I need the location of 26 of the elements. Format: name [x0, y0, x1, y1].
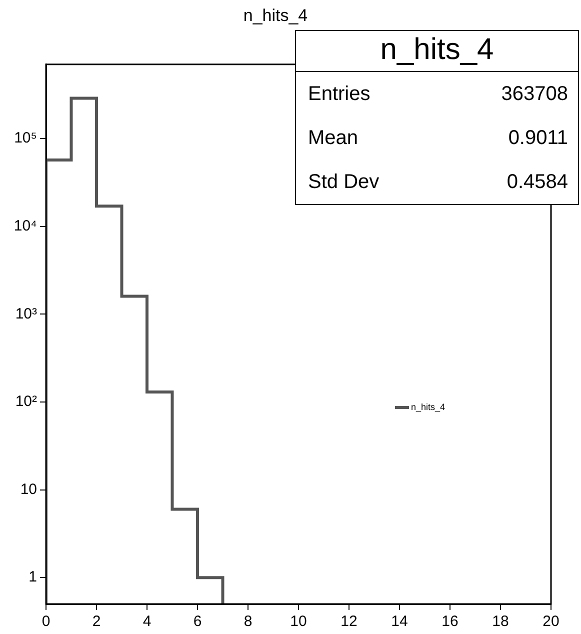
x-tick-label: 6: [193, 613, 202, 630]
y-tick-label: 10⁴: [14, 218, 37, 235]
x-tick-label: 0: [42, 613, 50, 630]
y-tick-label: 10³: [15, 305, 37, 322]
annotation: 363708: [501, 83, 568, 106]
annotation: Entries: [308, 83, 370, 106]
annotation: 0.4584: [506, 171, 568, 194]
annotation: n_hits_4: [296, 31, 578, 72]
y-tick-label: 10⁵: [14, 130, 37, 147]
y-tick-label: 10: [20, 480, 37, 498]
legend-label: n_hits_4: [411, 402, 446, 412]
x-tick-label: 10: [290, 613, 307, 630]
x-tick-label: 18: [492, 613, 509, 630]
x-tick-label: 20: [542, 613, 560, 630]
x-tick-label: 14: [391, 613, 408, 630]
y-tick-label: 10²: [15, 393, 37, 410]
x-tick-label: 16: [442, 613, 458, 630]
annotation: 0.9011: [508, 127, 568, 150]
x-tick-label: 4: [142, 613, 152, 630]
chart-title: n_hits_4: [243, 6, 308, 25]
annotation: Std Dev: [308, 171, 380, 194]
x-tick-label: 8: [244, 613, 252, 630]
x-tick-label: 2: [92, 613, 101, 630]
annotation: Mean: [308, 127, 358, 150]
y-tick-label: 1: [28, 568, 37, 586]
x-tick-label: 12: [340, 613, 358, 630]
